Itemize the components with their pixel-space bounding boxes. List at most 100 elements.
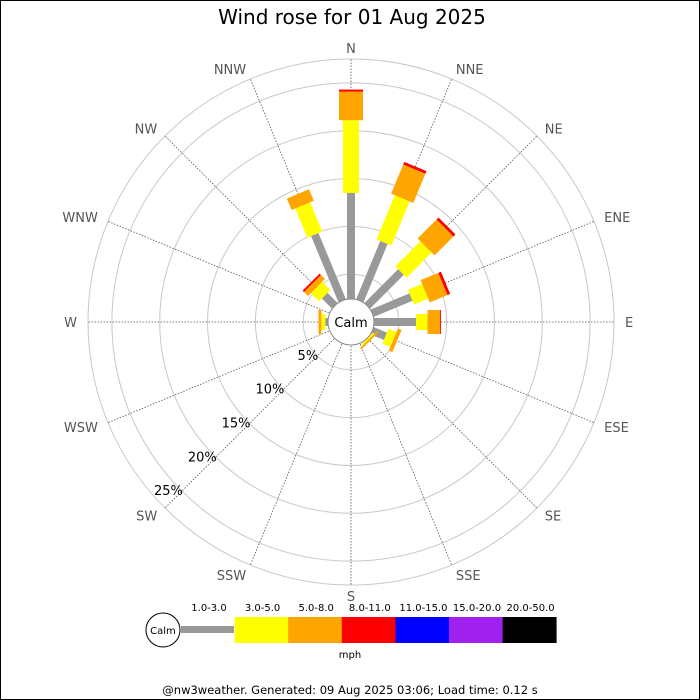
legend-swatch-3: [341, 617, 396, 643]
wind-bar-e-1: [416, 314, 428, 330]
direction-label-ne: NE: [545, 122, 563, 137]
direction-label-n: N: [346, 42, 356, 57]
wind-bar-ese-0: [370, 327, 387, 340]
legend-swatch-0: [181, 626, 234, 633]
bar-segment: [376, 195, 410, 246]
legend-bin-label: 8.0-11.0: [349, 603, 391, 614]
legend-calm-label: Calm: [150, 626, 176, 637]
wind-bar-nne-1: [376, 195, 410, 246]
bar-segment: [321, 292, 338, 309]
calm-label: Calm: [334, 316, 367, 331]
legend-unit-label: mph: [339, 650, 361, 661]
wind-bar-n-1: [343, 120, 359, 193]
grid-circle: [111, 82, 591, 562]
calm-circle: [327, 298, 375, 346]
direction-label-nne: NNE: [456, 63, 484, 78]
wind-bar-n-2: [339, 91, 363, 121]
legend-bin-label: 1.0-3.0: [191, 603, 226, 614]
wind-bar-se-1: [361, 332, 375, 346]
bar-segment: [321, 314, 326, 330]
speed-legend: Calm 1.0-3.0 3.0-5.0 5.0-8.0 8.0-11.0 11.0-1…: [145, 603, 557, 661]
wind-bar-ene-3: [438, 271, 451, 296]
footer-text: @nw3weather. Generated: 09 Aug 2025 03:0…: [162, 683, 537, 697]
wind-bar-nw-1: [310, 281, 331, 302]
radial-tick-label: 25%: [154, 484, 183, 499]
wind-bar-e-0: [373, 318, 417, 326]
wind-bar-ese-1: [382, 328, 397, 347]
wind-bar-nnw-1: [295, 202, 323, 238]
outer-circle: [87, 58, 615, 586]
legend-swatch-5: [449, 617, 503, 643]
wind-bar-nne-2: [391, 164, 426, 203]
direction-spoke: [249, 321, 352, 566]
direction-label-nw: NW: [135, 122, 158, 137]
direction-spoke: [350, 220, 595, 323]
direction-spoke: [350, 321, 453, 566]
legend-bin-label: 3.0-5.0: [245, 603, 280, 614]
bar-segment: [370, 327, 387, 340]
direction-spoke: [350, 78, 453, 323]
wind-bar-n-3: [339, 89, 363, 92]
direction-label-sw: SW: [136, 510, 157, 525]
wind-bar-nw-2: [303, 274, 325, 296]
direction-spoke: [107, 220, 352, 323]
direction-label-ssw: SSW: [217, 569, 247, 584]
wind-bar-nw-3: [302, 273, 321, 292]
bar-segment: [310, 281, 331, 302]
wind-bar-ese-2: [388, 328, 402, 353]
bar-segment: [416, 314, 428, 330]
wind-bar-ene-0: [370, 293, 413, 317]
legend-swatch-4: [395, 617, 450, 643]
bar-segment: [303, 274, 325, 296]
bar-segment: [339, 89, 363, 92]
wind-bar-w-0: [325, 318, 329, 326]
legend-bin-label: 15.0-20.0: [453, 603, 501, 614]
direction-labels: N NNE NE ENE E ESE SE SSE S SSW SW WSW W WNW NW NNW: [62, 42, 633, 605]
bar-segment: [436, 217, 456, 237]
wind-bar-e-3: [439, 310, 441, 334]
direction-label-ese: ESE: [604, 421, 629, 436]
direction-spoke: [350, 321, 538, 509]
direction-label-sse: SSE: [456, 569, 481, 584]
bar-segment: [439, 310, 441, 334]
wind-bar-ne-1: [395, 241, 432, 278]
wind-bar-ene-1: [408, 283, 429, 305]
bar-segment: [286, 189, 314, 210]
wind-bar-se-2: [360, 331, 379, 350]
direction-spoke: [164, 321, 352, 509]
bar-segment: [391, 164, 426, 203]
chart-title: Wind rose for 01 Aug 2025: [218, 5, 486, 29]
direction-label-w: W: [64, 316, 77, 331]
direction-spoke: [249, 78, 352, 323]
direction-label-wsw: WSW: [64, 421, 98, 436]
bar-segment: [318, 310, 322, 334]
bar-segment: [382, 328, 397, 347]
legend-bin-label: 5.0-8.0: [298, 603, 333, 614]
legend-calm-circle: [145, 612, 181, 648]
bar-segment: [339, 91, 363, 121]
bar-segment: [395, 241, 432, 278]
wind-bar-n-0: [347, 192, 355, 300]
wind-bar-ne-0: [364, 269, 404, 309]
radial-tick-label: 20%: [188, 450, 217, 465]
bar-segment: [408, 283, 429, 305]
wind-bar-ne-2: [417, 219, 454, 256]
bar-segment: [360, 331, 379, 350]
bar-segment: [427, 310, 440, 334]
bar-segment: [373, 318, 417, 326]
bar-segment: [364, 269, 404, 309]
radial-tick-labels: 5% 10% 15% 20% 25%: [154, 349, 318, 499]
direction-label-wnw: WNW: [62, 211, 98, 226]
legend-bin-label: 11.0-15.0: [399, 603, 447, 614]
direction-spoke: [107, 321, 352, 424]
bar-segment: [403, 161, 427, 174]
wind-bar-nnw-0: [311, 232, 346, 303]
calm-circle-group: Calm: [327, 298, 375, 346]
direction-label-s: S: [347, 590, 355, 605]
wind-bar-e-2: [427, 310, 440, 334]
direction-label-se: SE: [545, 510, 561, 525]
bar-segment: [438, 271, 451, 296]
wind-bars: [286, 89, 456, 353]
